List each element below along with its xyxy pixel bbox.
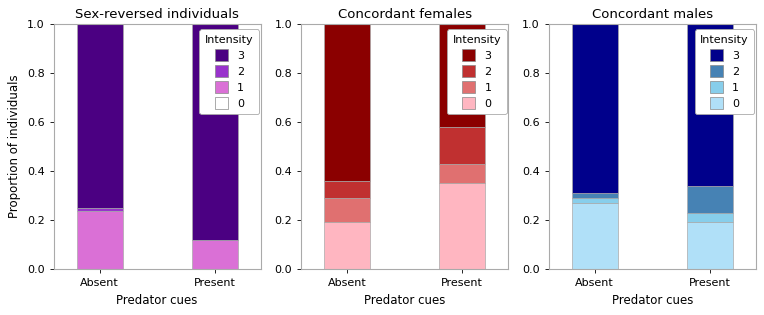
Bar (571, 193, 618, 198)
Legend: 3, 2, 1, 0: 3, 2, 1, 0 (694, 29, 754, 114)
Bar (687, 24, 733, 186)
Legend: 3, 2, 1, 0: 3, 2, 1, 0 (447, 29, 507, 114)
Bar (76, 24, 123, 208)
Bar (687, 213, 733, 222)
Title: Concordant females: Concordant females (338, 8, 471, 21)
Bar (324, 198, 371, 222)
Bar (439, 164, 485, 183)
X-axis label: Predator cues: Predator cues (116, 294, 198, 307)
Bar (687, 222, 733, 269)
Bar (571, 198, 618, 203)
Y-axis label: Proportion of individuals: Proportion of individuals (8, 75, 21, 218)
Title: Concordant males: Concordant males (591, 8, 713, 21)
X-axis label: Predator cues: Predator cues (611, 294, 693, 307)
Title: Sex-reversed individuals: Sex-reversed individuals (75, 8, 239, 21)
Bar (571, 24, 618, 193)
Bar (324, 181, 371, 198)
Bar (687, 186, 733, 213)
Bar (439, 24, 485, 127)
Bar (76, 211, 123, 269)
Bar (571, 203, 618, 269)
Bar (192, 24, 238, 240)
Legend: 3, 2, 1, 0: 3, 2, 1, 0 (199, 29, 259, 114)
Bar (324, 222, 371, 269)
X-axis label: Predator cues: Predator cues (364, 294, 445, 307)
Bar (324, 24, 371, 181)
Bar (76, 208, 123, 211)
Bar (439, 127, 485, 164)
Bar (439, 183, 485, 269)
Bar (192, 240, 238, 269)
